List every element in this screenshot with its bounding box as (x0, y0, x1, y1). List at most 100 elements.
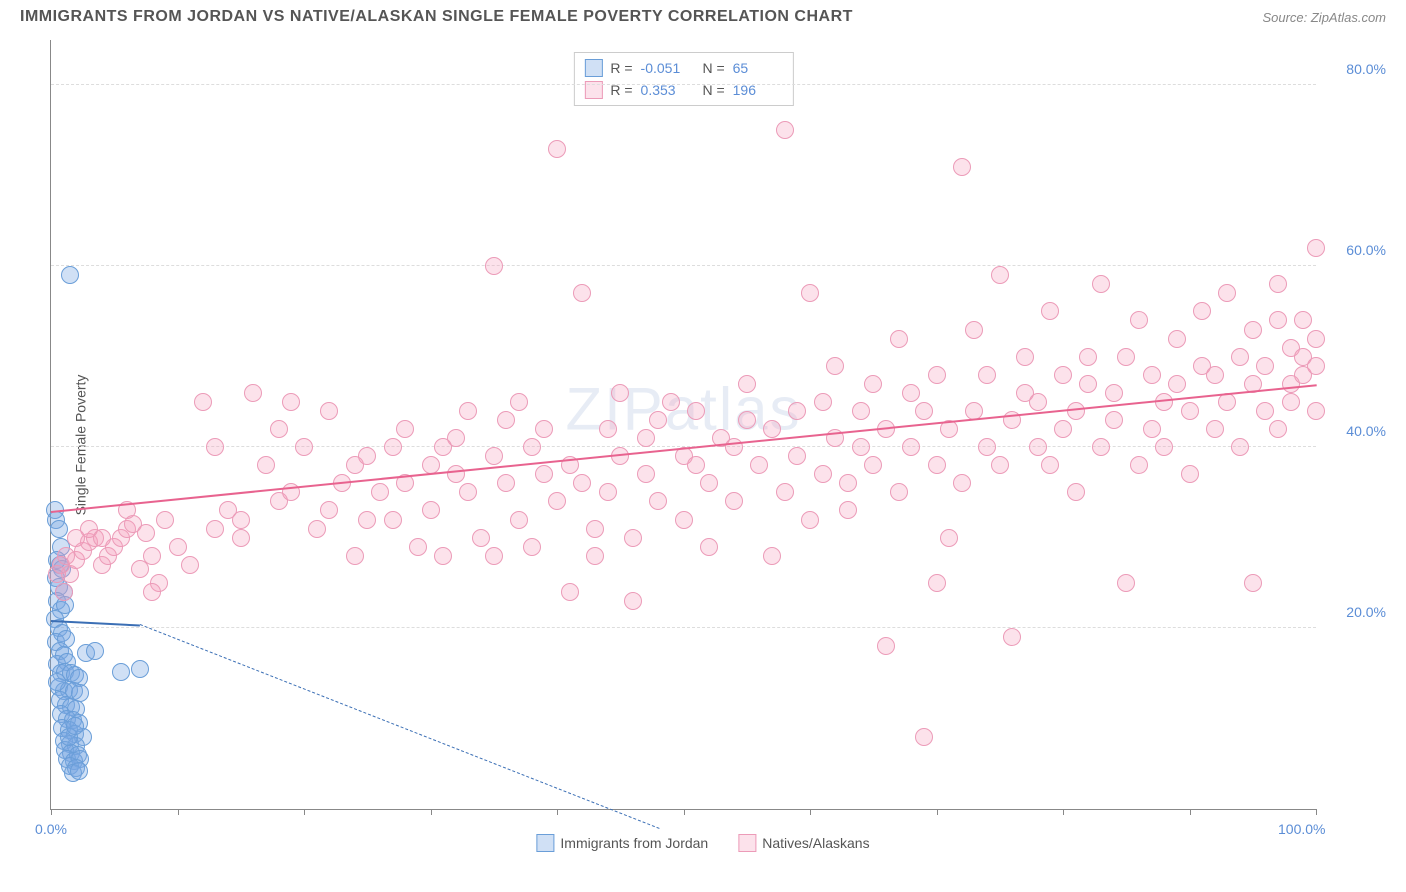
scatter-point (320, 402, 338, 420)
x-tick (431, 809, 432, 815)
scatter-point (839, 501, 857, 519)
legend-swatch (738, 834, 756, 852)
scatter-point (472, 529, 490, 547)
scatter-point (852, 402, 870, 420)
legend-swatch (584, 59, 602, 77)
source-attribution: Source: ZipAtlas.com (1262, 10, 1386, 25)
legend-item: Natives/Alaskans (738, 834, 869, 852)
scatter-point (877, 637, 895, 655)
scatter-point (1105, 411, 1123, 429)
scatter-point (788, 402, 806, 420)
scatter-point (1130, 311, 1148, 329)
chart-header: IMMIGRANTS FROM JORDAN VS NATIVE/ALASKAN… (0, 0, 1406, 30)
scatter-point (700, 474, 718, 492)
scatter-point (586, 547, 604, 565)
x-tick (684, 809, 685, 815)
scatter-point (763, 420, 781, 438)
scatter-point (409, 538, 427, 556)
chart-title: IMMIGRANTS FROM JORDAN VS NATIVE/ALASKAN… (20, 8, 853, 26)
scatter-point (763, 547, 781, 565)
scatter-point (1168, 330, 1186, 348)
scatter-point (902, 384, 920, 402)
scatter-point (1244, 321, 1262, 339)
scatter-point (624, 529, 642, 547)
y-tick-label: 40.0% (1346, 423, 1386, 439)
scatter-point (978, 366, 996, 384)
gridline (51, 84, 1316, 85)
scatter-point (244, 384, 262, 402)
scatter-point (143, 547, 161, 565)
y-tick-label: 20.0% (1346, 604, 1386, 620)
scatter-point (358, 511, 376, 529)
scatter-point (48, 565, 66, 583)
scatter-point (940, 529, 958, 547)
trend-line-extrapolated (139, 624, 658, 829)
scatter-point (143, 583, 161, 601)
scatter-point (346, 547, 364, 565)
scatter-point (801, 284, 819, 302)
stat-r-label: R = (610, 60, 632, 76)
scatter-point (1041, 456, 1059, 474)
scatter-point (1155, 438, 1173, 456)
scatter-point (1181, 465, 1199, 483)
scatter-point (206, 520, 224, 538)
x-tick (937, 809, 938, 815)
scatter-point (485, 257, 503, 275)
scatter-point (1269, 275, 1287, 293)
scatter-point (1003, 628, 1021, 646)
scatter-point (1269, 420, 1287, 438)
chart-container: Single Female Poverty ZIPatlas R =-0.051… (0, 30, 1406, 860)
scatter-point (814, 465, 832, 483)
scatter-point (497, 474, 515, 492)
scatter-point (169, 538, 187, 556)
x-tick (304, 809, 305, 815)
scatter-point (1256, 402, 1274, 420)
scatter-point (194, 393, 212, 411)
scatter-point (991, 456, 1009, 474)
scatter-point (1181, 402, 1199, 420)
scatter-point (915, 728, 933, 746)
scatter-point (447, 465, 465, 483)
scatter-point (788, 447, 806, 465)
scatter-point (485, 447, 503, 465)
scatter-point (700, 538, 718, 556)
scatter-point (1307, 330, 1325, 348)
scatter-point (61, 266, 79, 284)
scatter-point (1307, 357, 1325, 375)
scatter-point (1067, 483, 1085, 501)
scatter-point (396, 420, 414, 438)
y-tick-label: 80.0% (1346, 61, 1386, 77)
gridline (51, 265, 1316, 266)
scatter-point (978, 438, 996, 456)
scatter-point (649, 411, 667, 429)
trend-line (51, 384, 1317, 513)
scatter-point (991, 266, 1009, 284)
scatter-point (1117, 574, 1135, 592)
scatter-point (371, 483, 389, 501)
scatter-point (1256, 357, 1274, 375)
x-tick (810, 809, 811, 815)
scatter-point (66, 717, 84, 735)
scatter-point (1143, 420, 1161, 438)
scatter-point (181, 556, 199, 574)
scatter-point (637, 465, 655, 483)
scatter-point (1105, 384, 1123, 402)
scatter-point (510, 511, 528, 529)
scatter-point (295, 438, 313, 456)
stat-n-value: 65 (733, 60, 783, 76)
legend-swatch (536, 834, 554, 852)
scatter-point (1231, 348, 1249, 366)
scatter-point (675, 511, 693, 529)
x-tick-label: 0.0% (35, 821, 67, 837)
scatter-point (890, 483, 908, 501)
legend-item: Immigrants from Jordan (536, 834, 708, 852)
scatter-point (112, 663, 130, 681)
scatter-point (1092, 438, 1110, 456)
gridline (51, 627, 1316, 628)
scatter-point (384, 511, 402, 529)
scatter-point (953, 474, 971, 492)
scatter-point (1282, 393, 1300, 411)
scatter-point (1231, 438, 1249, 456)
scatter-point (624, 592, 642, 610)
scatter-point (928, 574, 946, 592)
